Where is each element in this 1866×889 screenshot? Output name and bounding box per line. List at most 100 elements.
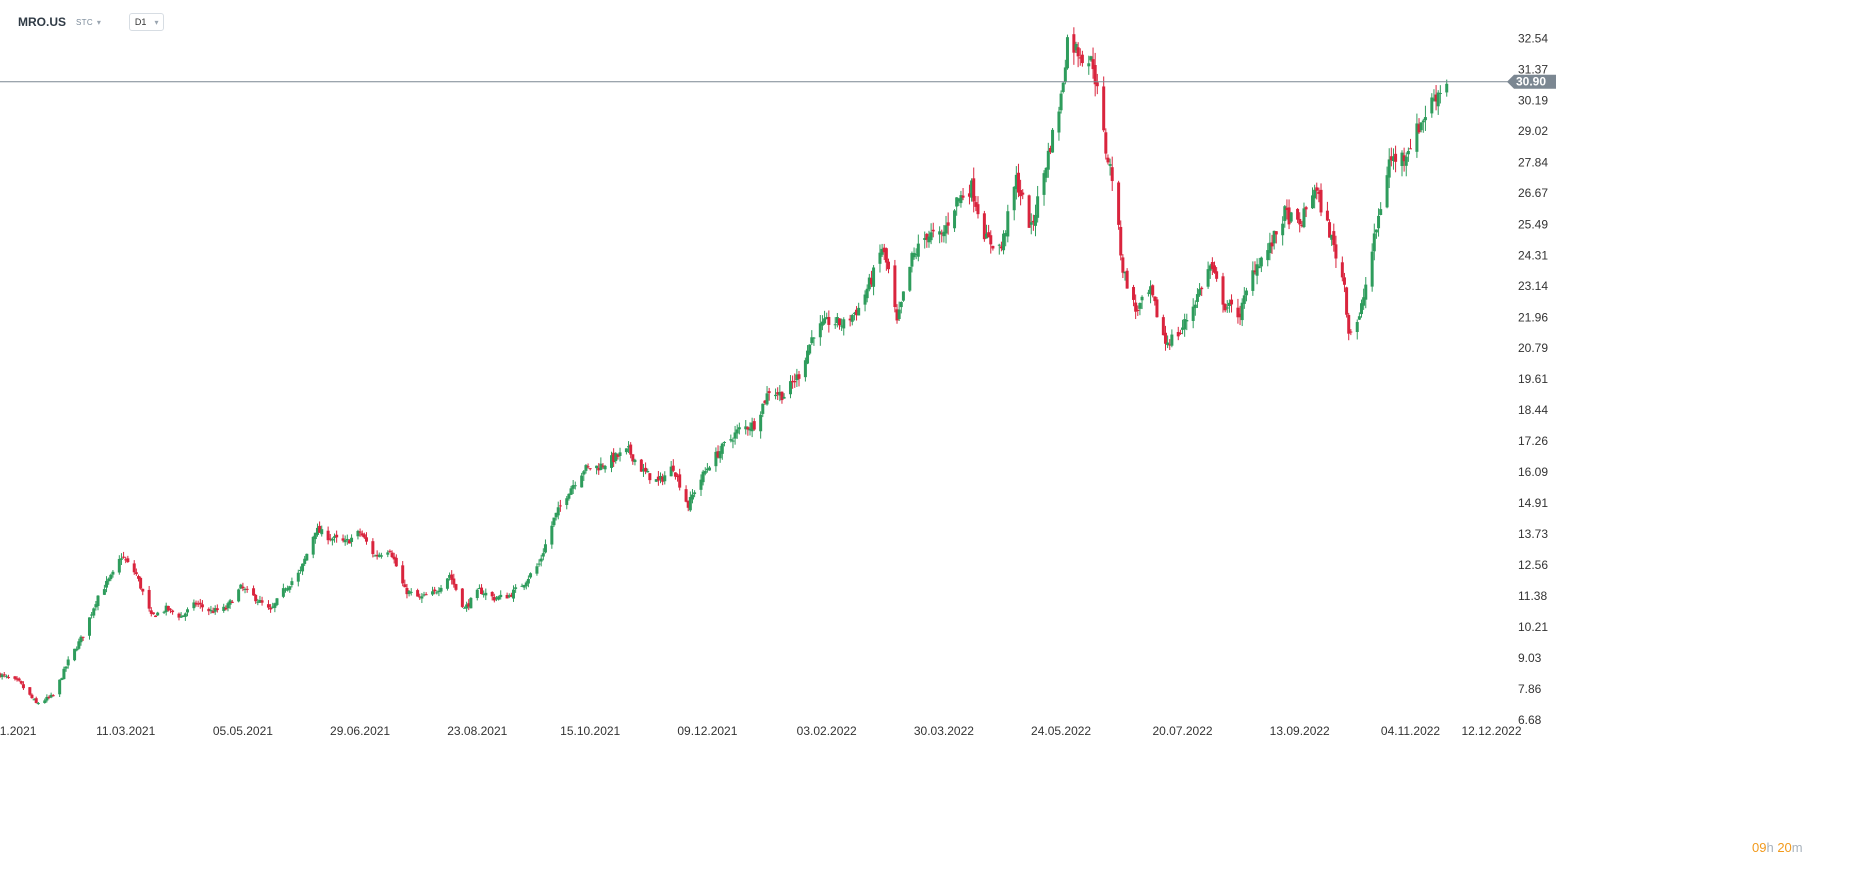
y-tick-label: 26.67: [1518, 186, 1548, 200]
candle-body: [183, 613, 187, 617]
candle-body: [92, 608, 96, 616]
candle-body: [254, 594, 258, 602]
candle-body: [997, 244, 1001, 246]
candle-body: [788, 381, 792, 395]
candle-body: [511, 589, 515, 599]
candle-body: [970, 180, 974, 198]
candle-body: [535, 566, 539, 574]
candle-body: [701, 471, 705, 483]
candle-body: [720, 443, 724, 454]
candle-body: [1019, 190, 1023, 197]
candle-body: [73, 648, 77, 661]
current-price-tag-shape: [1507, 74, 1556, 89]
candle-body: [895, 309, 899, 321]
candle-body: [987, 232, 991, 238]
candle-body: [729, 439, 733, 441]
candle-body: [1136, 309, 1140, 312]
candle-body: [379, 555, 383, 557]
candle-body: [209, 610, 213, 612]
candle-body: [1423, 117, 1427, 121]
candle-body: [908, 266, 912, 291]
candle-body: [748, 428, 752, 431]
candle-body: [916, 243, 920, 257]
chevron-down-icon[interactable]: ▾: [96, 17, 101, 27]
candle-body: [51, 695, 55, 697]
candle-body: [275, 598, 279, 605]
candle-body: [350, 537, 354, 542]
candle-body: [132, 563, 136, 573]
candle-body: [149, 610, 153, 614]
candle-body: [944, 225, 948, 234]
candle-body: [1244, 290, 1248, 296]
candle-body: [1102, 86, 1106, 131]
countdown-hours-unit: h: [1766, 840, 1774, 855]
candle-body: [1317, 191, 1321, 194]
candle-body: [186, 609, 189, 613]
y-tick-label: 23.14: [1518, 279, 1548, 293]
candle-body: [450, 574, 454, 580]
candle-body: [119, 558, 123, 560]
candle-body: [480, 587, 484, 595]
candle-body: [1404, 156, 1408, 166]
candle-body: [477, 588, 481, 590]
candle-body: [109, 574, 113, 580]
candle-body: [1006, 211, 1010, 237]
candle-body: [1036, 196, 1040, 218]
candle-body: [81, 636, 85, 638]
candle-body: [490, 591, 494, 597]
candle-body: [326, 530, 330, 541]
candle-body: [656, 476, 660, 481]
symbol-label[interactable]: MRO.US: [18, 15, 66, 29]
candle-body: [1236, 307, 1240, 318]
candle-body: [584, 465, 588, 471]
y-tick-label: 20.79: [1518, 341, 1548, 355]
candle-body: [341, 538, 345, 541]
candle-body: [213, 608, 217, 612]
candle-body: [708, 467, 712, 471]
candle-body: [228, 600, 232, 605]
candle-body: [330, 538, 334, 541]
candle-body: [601, 465, 605, 467]
x-tick-label: 23.08.2021: [447, 724, 507, 738]
candle-body: [1153, 296, 1157, 302]
candle-body: [226, 603, 230, 609]
candle-body: [1266, 250, 1270, 261]
candle-body: [618, 452, 622, 456]
candle-body: [1319, 189, 1323, 213]
candle-body: [897, 309, 901, 320]
candle-body: [1149, 286, 1153, 295]
candle-body: [872, 267, 876, 287]
candle-body: [136, 576, 140, 579]
candle-body: [603, 465, 607, 470]
candle-body: [529, 573, 533, 578]
candle-body: [1302, 208, 1306, 228]
candle-body: [867, 277, 871, 290]
candle-body: [886, 261, 890, 270]
candle-body: [433, 589, 437, 592]
candle-body: [1377, 215, 1381, 229]
candle-body: [1212, 265, 1216, 273]
timeframe-select[interactable]: D1 ▾: [128, 13, 165, 31]
candle-body: [1253, 270, 1257, 273]
candle-body: [1225, 307, 1229, 309]
candle-body: [416, 590, 420, 597]
candle-body: [358, 531, 362, 533]
candle-body: [407, 591, 411, 594]
candle-body: [865, 288, 869, 299]
candle-body: [985, 233, 989, 239]
candle-body: [880, 248, 884, 255]
candle-body: [256, 601, 260, 603]
candle-body: [927, 236, 931, 243]
candle-body: [524, 582, 528, 587]
candle-body: [554, 512, 558, 518]
candle-body: [19, 681, 23, 684]
candle-body: [1415, 123, 1419, 152]
candle-body: [77, 641, 81, 649]
candle-body: [774, 394, 778, 397]
y-tick-label: 25.49: [1518, 217, 1548, 231]
candle-body: [1402, 155, 1406, 162]
candle-body: [989, 235, 993, 245]
candle-body: [418, 596, 422, 598]
candle-body: [1400, 152, 1404, 166]
